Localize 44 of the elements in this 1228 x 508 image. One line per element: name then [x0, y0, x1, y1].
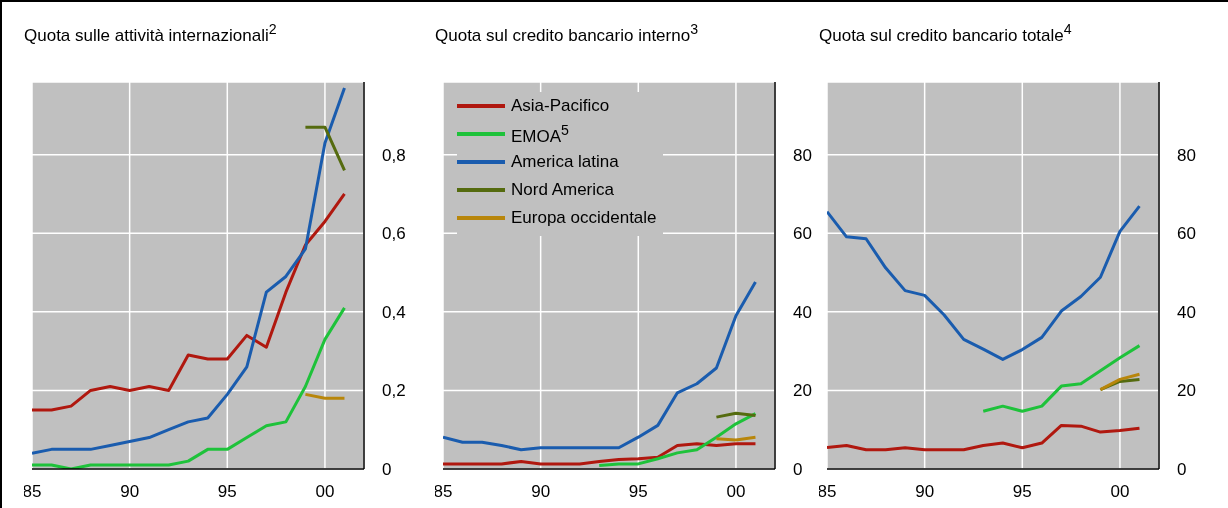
y-tick-label: 0,2 [382, 381, 406, 401]
line-series [827, 204, 1141, 361]
y-tick-label: 0 [382, 460, 392, 480]
y-tick-label: 0,6 [382, 224, 406, 244]
y-tick-label: 0 [793, 460, 803, 480]
y-tick-label: 60 [1177, 224, 1196, 244]
line-series [32, 192, 346, 412]
y-tick-label: 40 [1177, 302, 1196, 322]
line-series [32, 306, 346, 469]
legend-label: Nord America [511, 180, 614, 200]
x-tick-label: 00 [315, 482, 335, 502]
x-tick-label: 95 [628, 482, 648, 502]
x-tick-label: 90 [531, 482, 551, 502]
line-series [32, 86, 346, 455]
x-tick-label: 95 [217, 482, 237, 502]
chart-title: Quota sulle attività internazionali$^{2}$ [24, 20, 278, 45]
legend-label: America latina [511, 152, 619, 172]
y-tick-label: 0 [1177, 460, 1187, 480]
x-tick-label: 85 [22, 482, 42, 502]
y-tick-label: 80 [1177, 145, 1196, 165]
line-series [827, 423, 1141, 452]
legend-label: EMOA$^{5}$ [511, 121, 569, 147]
x-tick-label: 00 [1110, 482, 1130, 502]
x-tick-label: 90 [120, 482, 140, 502]
x-tick-label: 85 [433, 482, 453, 502]
y-tick-label: 0,8 [382, 145, 406, 165]
line-series [443, 280, 757, 452]
y-tick-label: 0,4 [382, 302, 406, 322]
legend-label: Europa occidentale [511, 208, 657, 228]
x-tick-label: 00 [726, 482, 746, 502]
y-tick-label: 20 [1177, 381, 1196, 401]
legend-label: Asia-Pacifico [511, 96, 610, 116]
y-tick-label: 60 [793, 224, 812, 244]
y-tick-label: 20 [793, 381, 812, 401]
x-tick-label: 95 [1012, 482, 1032, 502]
y-tick-label: 40 [793, 302, 812, 322]
x-tick-label: 90 [915, 482, 935, 502]
chart-title: Quota sul credito bancario totale$^{4}$ [819, 20, 1073, 45]
line-series [443, 442, 757, 466]
line-series [597, 412, 757, 467]
chart-title: Quota sul credito bancario interno$^{3}$ [435, 20, 700, 45]
x-tick-label: 85 [817, 482, 837, 502]
y-tick-label: 80 [793, 145, 812, 165]
line-series [981, 344, 1141, 413]
